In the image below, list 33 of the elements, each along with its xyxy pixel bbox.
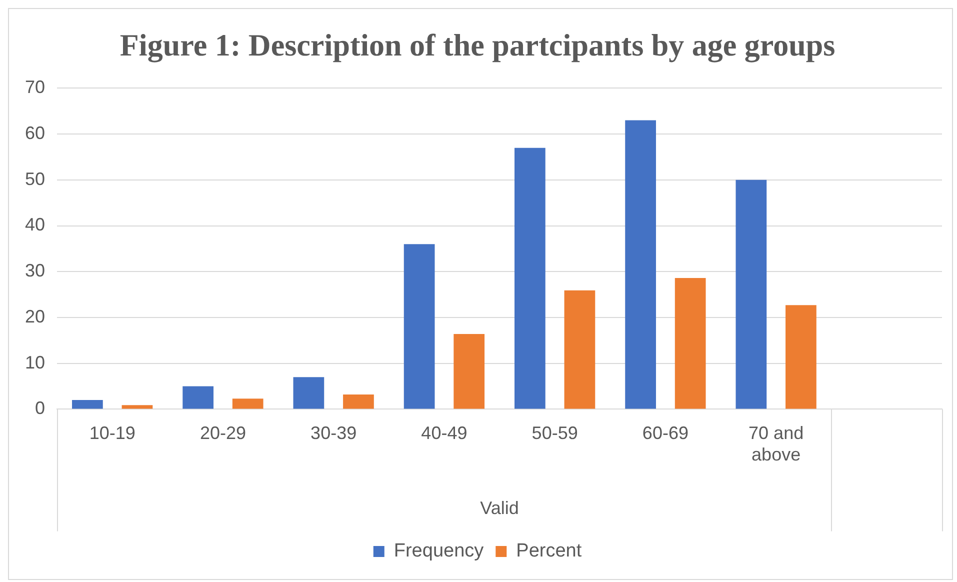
bar	[454, 334, 485, 409]
y-tick-label: 70	[24, 77, 46, 98]
y-tick-label: 50	[24, 168, 46, 189]
x-tick-label: 70 and above	[748, 422, 804, 465]
bar	[736, 180, 767, 409]
y-tick-label: 0	[35, 398, 46, 418]
bar	[72, 400, 103, 409]
chart-title: Figure 1: Description of the partcipants by age groups	[120, 28, 836, 63]
x-tick-label: 30-39	[310, 422, 357, 443]
y-tick-label: 30	[24, 260, 46, 281]
bar	[625, 120, 656, 409]
bar	[343, 394, 374, 409]
bar	[293, 377, 324, 409]
bar	[232, 398, 264, 409]
x-tick-label: 50-59	[532, 422, 578, 443]
y-tick-label: 10	[24, 352, 46, 372]
y-tick-label: 60	[24, 123, 46, 144]
x-axis-title: Valid	[480, 498, 519, 518]
bar	[786, 305, 816, 409]
bar	[564, 290, 596, 409]
x-tick-label: 60-69	[642, 422, 688, 443]
bar	[182, 386, 214, 409]
y-tick-label: 20	[24, 306, 46, 326]
x-tick-label: 20-29	[200, 422, 246, 443]
x-tick-label: 10-19	[89, 422, 136, 443]
bar	[122, 405, 153, 409]
y-tick-label: 40	[24, 214, 46, 235]
legend-label: Percent	[516, 540, 582, 562]
bar	[404, 244, 435, 409]
bar	[674, 278, 706, 409]
bar	[514, 148, 546, 409]
x-tick-label: 40-49	[421, 422, 468, 443]
legend-label: Frequency	[394, 540, 484, 562]
